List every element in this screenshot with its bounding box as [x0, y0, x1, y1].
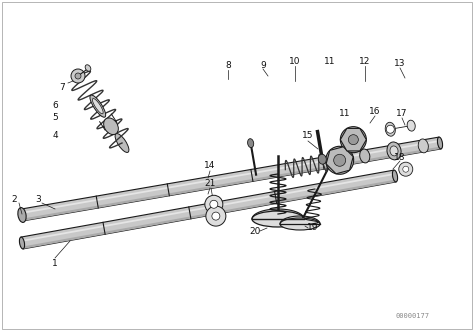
Text: 2: 2 [11, 195, 17, 204]
Ellipse shape [18, 208, 26, 222]
Circle shape [71, 69, 85, 83]
Ellipse shape [418, 139, 428, 153]
Ellipse shape [387, 142, 401, 160]
Text: 5: 5 [52, 114, 58, 122]
Text: 20: 20 [249, 226, 261, 235]
Polygon shape [21, 137, 441, 221]
Polygon shape [21, 173, 395, 242]
Text: 15: 15 [302, 131, 314, 140]
Ellipse shape [85, 65, 91, 71]
Ellipse shape [247, 139, 254, 148]
Text: 12: 12 [359, 57, 371, 66]
Polygon shape [326, 147, 353, 174]
Polygon shape [21, 170, 396, 249]
Ellipse shape [348, 135, 358, 145]
Circle shape [212, 212, 220, 220]
Ellipse shape [104, 118, 118, 135]
Ellipse shape [280, 218, 320, 230]
Circle shape [205, 195, 223, 213]
Text: 00000177: 00000177 [396, 313, 430, 319]
Circle shape [386, 125, 394, 133]
Ellipse shape [115, 133, 129, 153]
Text: 1: 1 [52, 259, 58, 267]
Text: 3: 3 [35, 195, 41, 204]
Text: 14: 14 [204, 162, 216, 170]
Ellipse shape [19, 209, 25, 221]
Text: 7: 7 [59, 83, 65, 92]
Ellipse shape [385, 122, 395, 136]
Text: 13: 13 [394, 59, 406, 68]
Polygon shape [23, 147, 441, 221]
Text: 17: 17 [396, 109, 408, 118]
Ellipse shape [90, 95, 106, 117]
Text: 4: 4 [52, 130, 58, 139]
Text: 18: 18 [394, 153, 406, 162]
Text: 6: 6 [52, 101, 58, 110]
Text: 19: 19 [307, 223, 319, 232]
Ellipse shape [252, 211, 304, 227]
Circle shape [210, 200, 218, 208]
Ellipse shape [19, 237, 25, 249]
Circle shape [75, 73, 81, 79]
Text: 9: 9 [260, 61, 266, 70]
Text: 8: 8 [225, 61, 231, 70]
Text: 10: 10 [289, 57, 301, 66]
Circle shape [206, 206, 226, 226]
Ellipse shape [407, 120, 415, 131]
Ellipse shape [334, 154, 346, 166]
Polygon shape [21, 140, 440, 214]
Circle shape [399, 162, 413, 176]
Polygon shape [340, 128, 366, 151]
Polygon shape [23, 179, 396, 249]
Ellipse shape [392, 170, 398, 182]
Text: 16: 16 [369, 107, 381, 116]
Ellipse shape [92, 99, 103, 114]
Ellipse shape [318, 154, 326, 164]
Text: 21: 21 [204, 178, 216, 187]
Ellipse shape [360, 149, 370, 163]
Ellipse shape [390, 146, 398, 156]
Text: 11: 11 [339, 109, 351, 118]
Ellipse shape [326, 146, 354, 174]
Circle shape [403, 166, 409, 172]
Text: 11: 11 [324, 57, 336, 66]
Ellipse shape [438, 137, 443, 149]
Ellipse shape [340, 127, 366, 153]
